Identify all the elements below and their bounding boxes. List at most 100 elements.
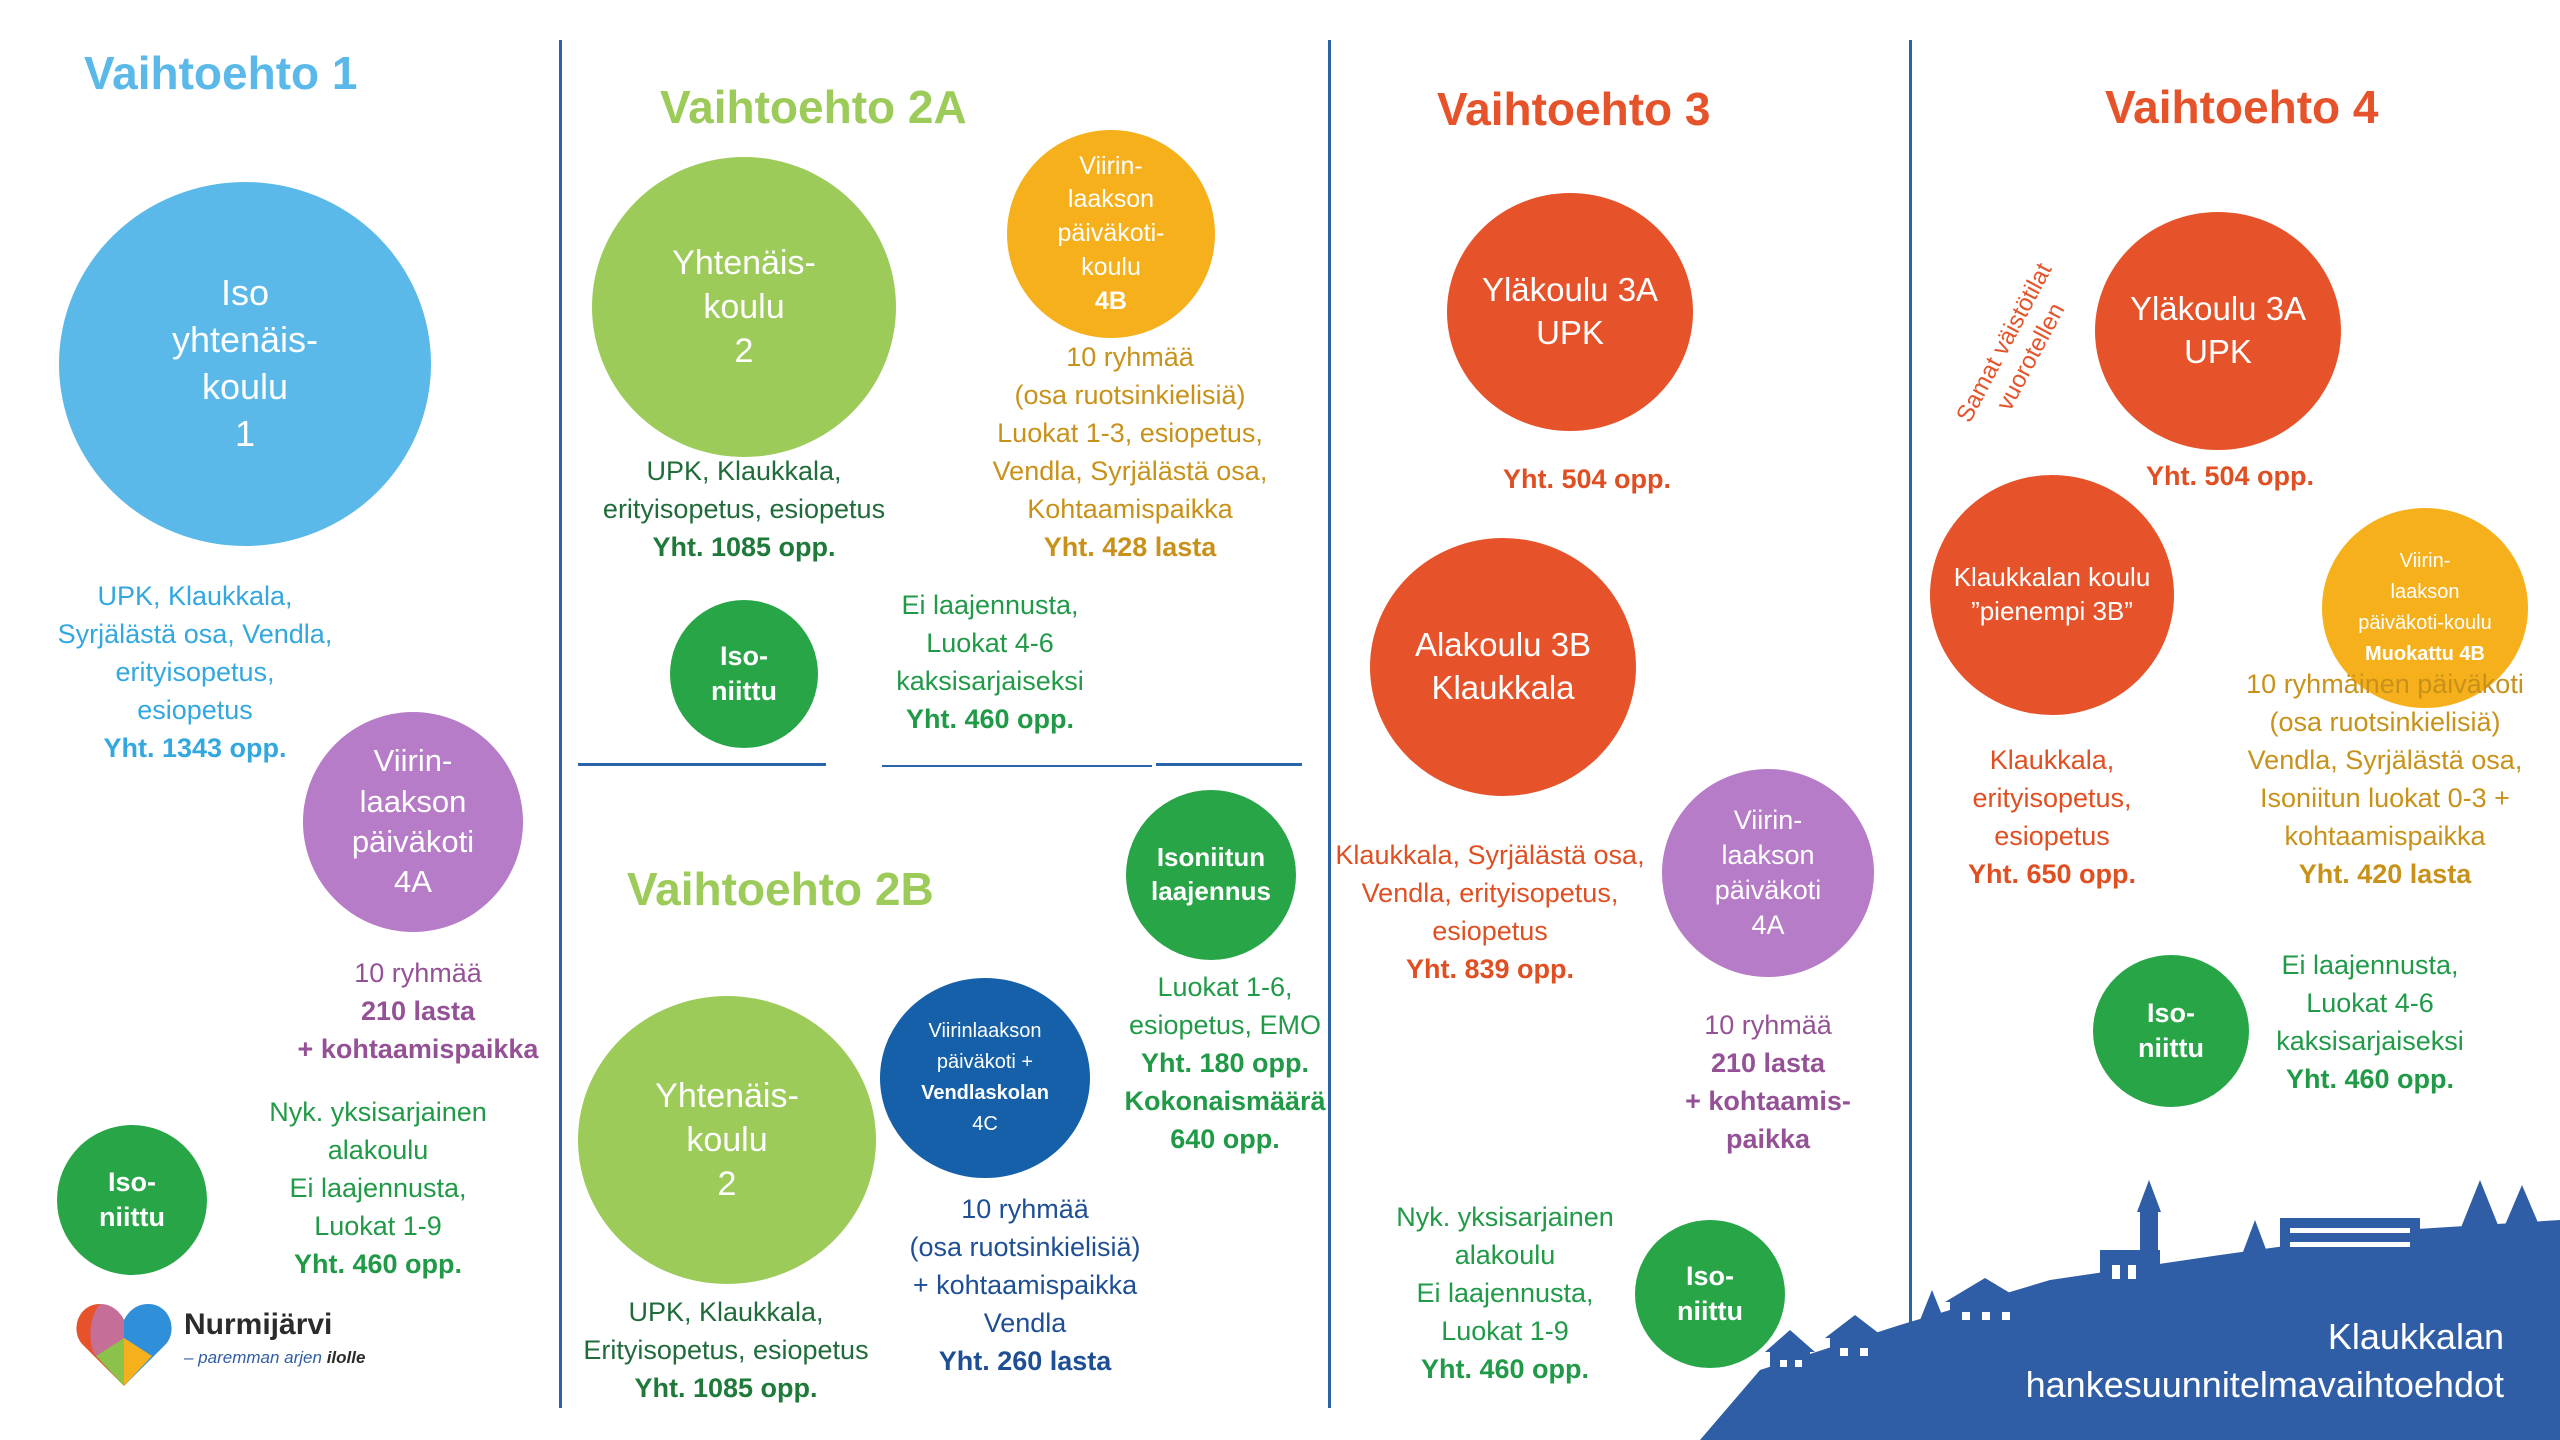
- circle-line: Vendlaskolan: [921, 1082, 1049, 1104]
- col2a-big-total: Yht. 1085 opp.: [652, 532, 836, 562]
- house-window: [1982, 1312, 1990, 1320]
- circle-line: päiväkoti +: [936, 1051, 1034, 1073]
- caption-line: alakoulu: [1454, 1240, 1556, 1270]
- house-window: [1840, 1348, 1848, 1356]
- col2a-big-circle: Yhtenäis- koulu 2: [592, 157, 896, 457]
- caption-line: kohtaamispaikka: [2284, 821, 2486, 851]
- divider-3: [1909, 40, 1912, 1408]
- caption-line: Luokat 4-6: [926, 628, 1054, 658]
- circle-line: päiväkoti-: [1057, 219, 1165, 248]
- banner-line: Klaukkalan: [2327, 1316, 2504, 1357]
- circle-line: Isoniitun: [1156, 842, 1266, 873]
- town-hill: [1700, 1220, 2560, 1440]
- caption-line: 10 ryhmäinen päiväkoti: [2246, 669, 2524, 699]
- col4-iso-total: Yht. 460 opp.: [2285, 1064, 2455, 1094]
- circle-line: koulu: [1081, 252, 1141, 281]
- caption-line: Luokat 1-9: [314, 1211, 442, 1241]
- caption-line: 10 ryhmää: [1066, 342, 1194, 372]
- circle-line: laakson: [1067, 185, 1155, 214]
- col1-big-line: Iso: [220, 272, 269, 314]
- col3-pk-caption: 10 ryhmää 210 lasta + kohtaamis- paikka: [1638, 1006, 1898, 1158]
- circle-line: niittu: [99, 1202, 165, 1232]
- col4-top-caption: Yht. 504 opp.: [2080, 457, 2380, 495]
- col4-kl-caption: Klaukkala, erityisopetus, esiopetus Yht.…: [1930, 741, 2174, 893]
- col1-big-total: Yht. 1343 opp.: [103, 733, 287, 763]
- heart-logo-icon: [76, 1304, 172, 1386]
- circle-line: Iso-: [2146, 997, 2195, 1028]
- col2b-pk-total: Yht. 260 lasta: [938, 1346, 1112, 1376]
- circle-line: niittu: [1677, 1296, 1743, 1326]
- divider-1: [559, 40, 562, 1408]
- caption-line: Luokat 1-3, esiopetus,: [997, 418, 1263, 448]
- col3-pk-total: 210 lasta: [1710, 1048, 1826, 1078]
- caption-line: Vendla, Syrjälästä osa,: [992, 456, 1268, 486]
- col2a-pk-caption: 10 ryhmää (osa ruotsinkielisiä) Luokat 1…: [960, 338, 1300, 566]
- circle-line: Muokattu 4B: [2364, 643, 2485, 665]
- circle-line: Alakoulu 3B: [1414, 626, 1592, 664]
- caption-line: alakoulu: [327, 1135, 429, 1165]
- caption-line: Luokat 1-9: [1441, 1316, 1569, 1346]
- col2b-big-caption: UPK, Klaukkala, Erityisopetus, esiopetus…: [566, 1293, 886, 1407]
- col2a-iso-caption: Ei laajennusta, Luokat 4-6 kaksisarjaise…: [840, 586, 1140, 738]
- divider-2a-2b-mid: [882, 765, 1152, 767]
- banner-title: Klaukkalan hankesuunnitelmavaihtoehdot: [2026, 1313, 2504, 1409]
- caption-line: Vendla, erityisopetus,: [1361, 878, 1619, 908]
- circle-line: päiväkoti: [1714, 875, 1822, 905]
- caption-line: esiopetus: [1994, 821, 2110, 851]
- col4-rotated-note: Samat väistötilat vuorotellen: [1940, 239, 2096, 461]
- col2a-pk-circle: Viirin- laakson päiväkoti- koulu 4B: [1007, 130, 1215, 338]
- caption-line: (osa ruotsinkielisiä): [909, 1232, 1141, 1262]
- divider-2a-2b-left: [578, 763, 826, 766]
- church-window: [2128, 1265, 2136, 1279]
- caption-line: (osa ruotsinkielisiä): [1014, 380, 1246, 410]
- circle-line: Klaukkala: [1431, 669, 1575, 706]
- building-window-band: [2290, 1242, 2410, 1247]
- divider-2a-2b-right: [1156, 763, 1302, 766]
- caption-line: UPK, Klaukkala,: [628, 1297, 824, 1327]
- col3-pk-circle: Viirin- laakson päiväkoti 4A: [1662, 769, 1874, 977]
- circle-line: laakson: [2390, 581, 2460, 603]
- house-shape: [1770, 1350, 1810, 1380]
- col4-top-total: Yht. 504 opp.: [2145, 461, 2315, 491]
- col2a-iso-total: Yht. 460 opp.: [905, 704, 1075, 734]
- circle-line: koulu: [703, 287, 785, 326]
- caption-line: esiopetus: [137, 695, 253, 725]
- col3-top-circle: Yläkoulu 3A UPK: [1447, 193, 1693, 431]
- church-window: [2112, 1265, 2120, 1279]
- caption-line: Nyk. yksisarjainen: [1396, 1202, 1614, 1232]
- circle-line: koulu: [686, 1120, 768, 1159]
- house-roof: [1945, 1278, 2025, 1302]
- circle-line: Viirin-: [1079, 151, 1143, 180]
- caption-line: Vendla: [983, 1308, 1067, 1338]
- circle-line: Viirin-: [1733, 804, 1803, 835]
- house-roof: [1825, 1315, 1885, 1338]
- col3-pk-total: paikka: [1725, 1124, 1811, 1154]
- col4-pk-total: Yht. 420 lasta: [2298, 859, 2472, 889]
- circle-line: laajennus: [1151, 876, 1271, 906]
- circle-line: Iso-: [1685, 1260, 1734, 1291]
- caption-line: Ei laajennusta,: [901, 590, 1079, 620]
- caption-line: Erityisopetus, esiopetus: [583, 1335, 869, 1365]
- circle-line: 2: [717, 1165, 737, 1204]
- circle-line: Klaukkalan koulu: [1953, 562, 2151, 593]
- col2b-pk-caption: 10 ryhmää (osa ruotsinkielisiä) + kohtaa…: [870, 1190, 1180, 1380]
- circle-line: 2: [734, 332, 754, 371]
- divider-2: [1328, 40, 1331, 1408]
- col2b-pk-circle: Viirinlaakson päiväkoti + Vendlaskolan 4…: [880, 978, 1090, 1178]
- col3-iso-caption: Nyk. yksisarjainen alakoulu Ei laajennus…: [1355, 1198, 1655, 1388]
- caption-line: + kohtaamispaikka: [912, 1270, 1138, 1300]
- house-window: [1962, 1312, 1970, 1320]
- circle-line: Iso-: [719, 640, 768, 671]
- caption-line: Luokat 1-6,: [1157, 972, 1293, 1002]
- circle-line: Viirin-: [373, 743, 453, 779]
- caption-line: erityisopetus,: [115, 657, 275, 687]
- col4-pk-circle: Viirin- laakson päiväkoti-koulu Muokattu…: [2322, 508, 2528, 708]
- col2b-big-circle: Yhtenäis- koulu 2: [578, 996, 876, 1284]
- caption-line: Vendla, Syrjälästä osa,: [2247, 745, 2523, 775]
- circle-line: päiväkoti-koulu: [2358, 612, 2492, 634]
- house-shape: [1830, 1335, 1880, 1375]
- circle-line: laakson: [359, 783, 467, 819]
- caption-line: Nyk. yksisarjainen: [269, 1097, 487, 1127]
- caption-line: Klaukkala, Syrjälästä osa,: [1335, 840, 1645, 870]
- caption-line: esiopetus, EMO: [1128, 1010, 1322, 1040]
